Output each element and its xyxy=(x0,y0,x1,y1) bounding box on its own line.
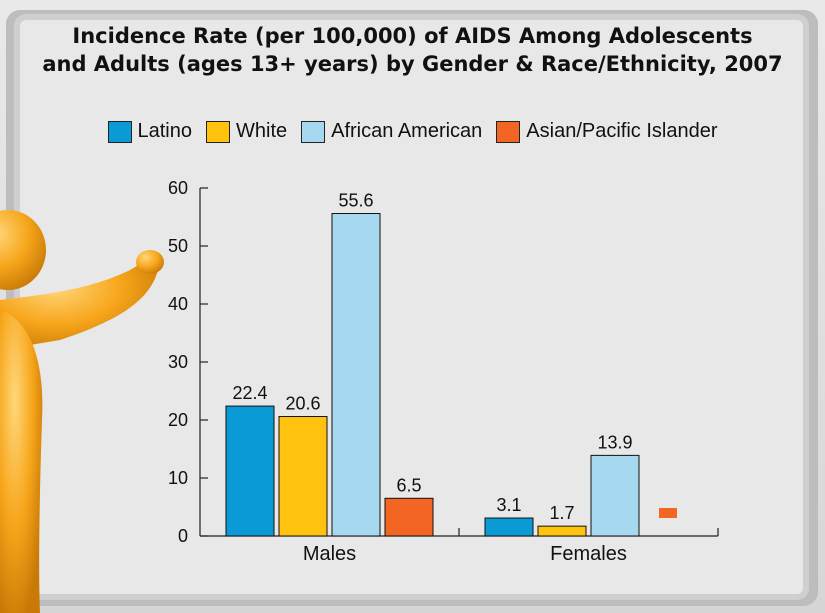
bar-males-latino xyxy=(225,405,275,537)
y-tick-label: 10 xyxy=(168,468,188,488)
data-label: 55.6 xyxy=(338,191,373,211)
y-tick-label: 0 xyxy=(178,526,188,546)
y-tick-label: 20 xyxy=(168,410,188,430)
legend-swatch-asian-pacific-islander xyxy=(496,120,521,143)
legend-label-latino: Latino xyxy=(137,120,193,142)
bar-males-african-american xyxy=(331,213,381,537)
bar-males-asian-pacific-islander xyxy=(384,497,434,537)
y-tick-label: 40 xyxy=(168,294,188,314)
data-label: 1.7 xyxy=(549,503,574,523)
x-category-label: Males xyxy=(303,543,356,565)
data-label: 6.5 xyxy=(396,475,421,495)
data-label: 22.4 xyxy=(232,383,267,403)
x-category-label: Females xyxy=(550,543,627,565)
legend-swatch-latino xyxy=(107,120,132,143)
data-label: 3.1 xyxy=(496,495,521,515)
legend-item-latino: Latino xyxy=(107,120,193,143)
bar-females-african-american xyxy=(590,454,640,537)
legend-item-white: White xyxy=(206,120,287,143)
bar-females-white xyxy=(537,525,587,537)
chart-title-line-2: and Adults (ages 13+ years) by Gender & … xyxy=(42,52,783,76)
legend-label-african-american: African American xyxy=(331,120,483,142)
y-tick-label: 60 xyxy=(168,178,188,198)
legend-swatch-african-american xyxy=(301,120,326,143)
legend-label-white: White xyxy=(236,120,288,142)
chart-title: Incidence Rate (per 100,000) of AIDS Amo… xyxy=(0,22,825,78)
data-label: 13.9 xyxy=(597,432,632,452)
y-tick-label: 50 xyxy=(168,236,188,256)
legend-item-asian-pacific-islander: Asian/Pacific Islander xyxy=(496,120,718,143)
chart-legend: Latino White African American Asian/Paci… xyxy=(0,120,825,143)
data-label: 20.6 xyxy=(285,394,320,414)
y-tick-label: 30 xyxy=(168,352,188,372)
bar-males-white xyxy=(278,416,328,537)
legend-label-asian-pacific-islander: Asian/Pacific Islander xyxy=(526,120,718,142)
bar-females-latino xyxy=(484,517,534,537)
legend-swatch-white xyxy=(206,120,230,143)
bar-marker-females-3 xyxy=(659,508,677,518)
legend-item-african-american: African American xyxy=(301,120,482,143)
chart-title-line-1: Incidence Rate (per 100,000) of AIDS Amo… xyxy=(72,24,753,48)
